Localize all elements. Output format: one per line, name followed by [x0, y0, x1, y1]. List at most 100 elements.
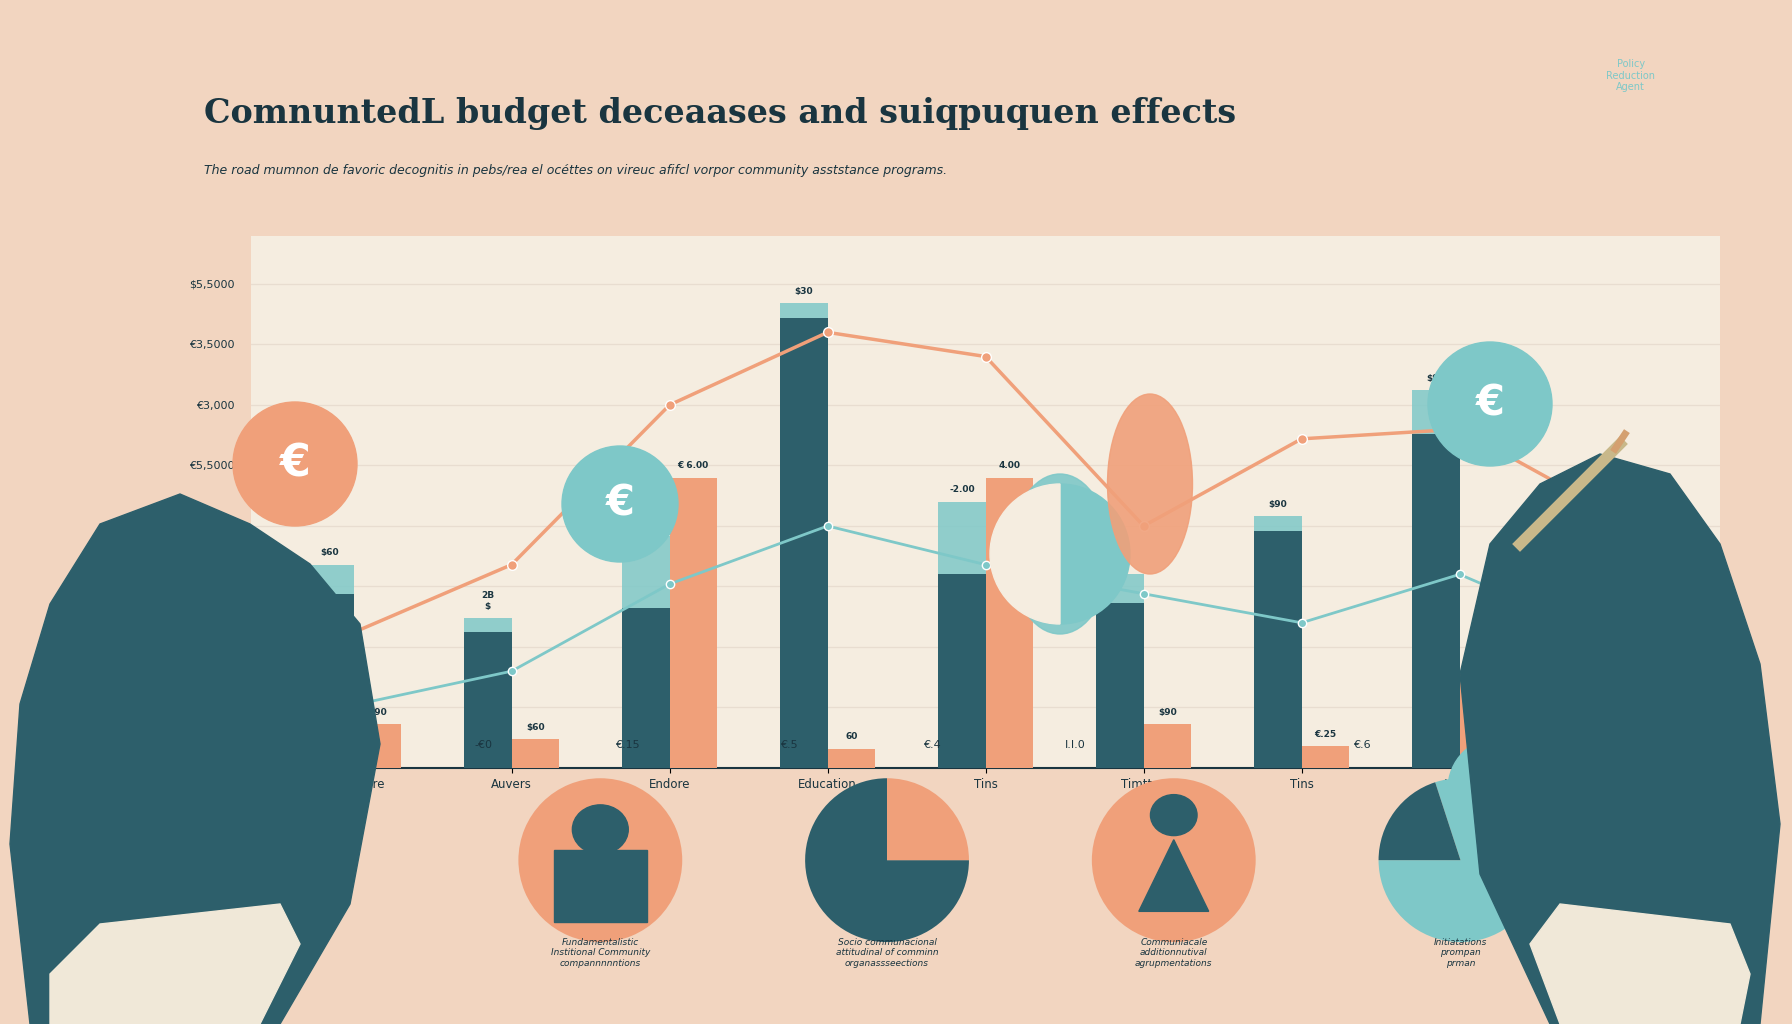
- Circle shape: [1428, 342, 1552, 466]
- Text: Initiatations
prompan
prman: Initiatations prompan prman: [1434, 938, 1487, 968]
- Bar: [1143, 724, 1192, 768]
- Circle shape: [229, 836, 242, 847]
- Text: €30: €30: [636, 519, 656, 528]
- Wedge shape: [989, 484, 1061, 624]
- Polygon shape: [133, 824, 152, 843]
- Text: $90: $90: [1158, 709, 1177, 717]
- Text: $30: $30: [794, 287, 814, 296]
- Bar: [118, 870, 167, 893]
- Circle shape: [229, 856, 242, 866]
- Text: €: €: [1575, 808, 1604, 850]
- Circle shape: [572, 805, 629, 854]
- Text: ComnuntedL budget deceaases and suiqpuquen effects: ComnuntedL budget deceaases and suiqpuqu…: [204, 97, 1236, 130]
- Text: $: $: [1487, 770, 1514, 808]
- Text: $90: $90: [1269, 500, 1287, 509]
- Wedge shape: [805, 778, 969, 942]
- Bar: [1618, 759, 1665, 768]
- Text: 4.00: 4.00: [998, 461, 1020, 470]
- Text: €.5: €.5: [780, 739, 797, 750]
- Bar: [1254, 530, 1301, 768]
- Circle shape: [269, 836, 281, 847]
- Circle shape: [190, 856, 202, 866]
- Polygon shape: [11, 494, 380, 1024]
- Bar: [1570, 656, 1618, 768]
- Bar: [1620, 944, 1677, 963]
- Bar: [1097, 574, 1143, 603]
- Text: €.15: €.15: [615, 739, 640, 750]
- Polygon shape: [1645, 734, 1690, 804]
- Text: 60: 60: [846, 732, 858, 741]
- Text: -2.00: -2.00: [950, 485, 975, 495]
- Bar: [622, 536, 670, 608]
- Text: £.00: £.00: [1473, 655, 1495, 664]
- Circle shape: [190, 836, 202, 847]
- Text: 2.30: 2.30: [1631, 742, 1652, 751]
- Text: €.25: €.25: [1314, 730, 1337, 739]
- Circle shape: [125, 921, 158, 949]
- Bar: [828, 749, 874, 768]
- Circle shape: [1448, 737, 1552, 841]
- Text: € 6.00: € 6.00: [677, 461, 710, 470]
- Circle shape: [138, 930, 147, 940]
- Wedge shape: [1091, 778, 1256, 942]
- Bar: [1412, 434, 1460, 768]
- Bar: [1301, 746, 1349, 768]
- Bar: [118, 845, 142, 866]
- Text: The road mumnon de favoric decognitis in pebs/rea el océttes on vireuc afifcl vo: The road mumnon de favoric decognitis in…: [204, 164, 946, 177]
- Bar: [554, 850, 647, 922]
- Text: 2B
$: 2B $: [482, 591, 495, 610]
- Bar: [1620, 873, 1677, 892]
- Circle shape: [1150, 795, 1197, 836]
- Bar: [1412, 390, 1460, 434]
- Bar: [306, 594, 353, 768]
- Bar: [353, 724, 401, 768]
- Ellipse shape: [1011, 474, 1109, 634]
- Bar: [464, 633, 511, 768]
- Bar: [306, 564, 353, 594]
- Wedge shape: [887, 778, 969, 860]
- Bar: [622, 608, 670, 768]
- Bar: [118, 790, 167, 811]
- Bar: [1254, 516, 1301, 530]
- Bar: [1620, 921, 1677, 939]
- Polygon shape: [1140, 840, 1208, 911]
- Text: €.6: €.6: [1353, 739, 1371, 750]
- Bar: [1097, 603, 1143, 768]
- Bar: [1570, 637, 1618, 656]
- Circle shape: [269, 813, 281, 824]
- Text: $90: $90: [1426, 374, 1446, 383]
- Circle shape: [233, 402, 357, 526]
- Wedge shape: [1378, 778, 1543, 942]
- Bar: [511, 739, 559, 768]
- Circle shape: [136, 902, 149, 912]
- Text: $60: $60: [527, 723, 545, 732]
- Wedge shape: [1378, 782, 1460, 860]
- Text: €.4: €.4: [923, 739, 941, 750]
- Bar: [939, 574, 986, 768]
- Text: €: €: [124, 794, 131, 807]
- Bar: [1620, 779, 1677, 798]
- Text: Policy
Reduction
Agent: Policy Reduction Agent: [1606, 59, 1656, 92]
- Bar: [142, 845, 165, 866]
- Bar: [464, 617, 511, 633]
- Polygon shape: [1460, 454, 1779, 1024]
- Text: Fundamentalistic
Institional Community
compannnnntions: Fundamentalistic Institional Community c…: [550, 938, 650, 968]
- Bar: [1460, 671, 1507, 768]
- Bar: [780, 303, 828, 317]
- Bar: [670, 477, 717, 768]
- Text: Socio communacional
attitudinal of comminn
organassseections: Socio communacional attitudinal of commi…: [835, 938, 939, 968]
- Circle shape: [190, 813, 202, 824]
- Circle shape: [269, 856, 281, 866]
- Text: € €: € €: [1586, 621, 1602, 630]
- Text: $90: $90: [367, 709, 387, 717]
- Bar: [1620, 803, 1677, 821]
- Bar: [780, 317, 828, 768]
- Circle shape: [1530, 769, 1650, 889]
- Text: $60: $60: [321, 549, 339, 557]
- Wedge shape: [1061, 484, 1131, 624]
- Bar: [1620, 826, 1677, 845]
- Circle shape: [563, 446, 677, 562]
- Bar: [118, 896, 167, 919]
- Text: -€0: -€0: [475, 739, 493, 750]
- Circle shape: [229, 813, 242, 824]
